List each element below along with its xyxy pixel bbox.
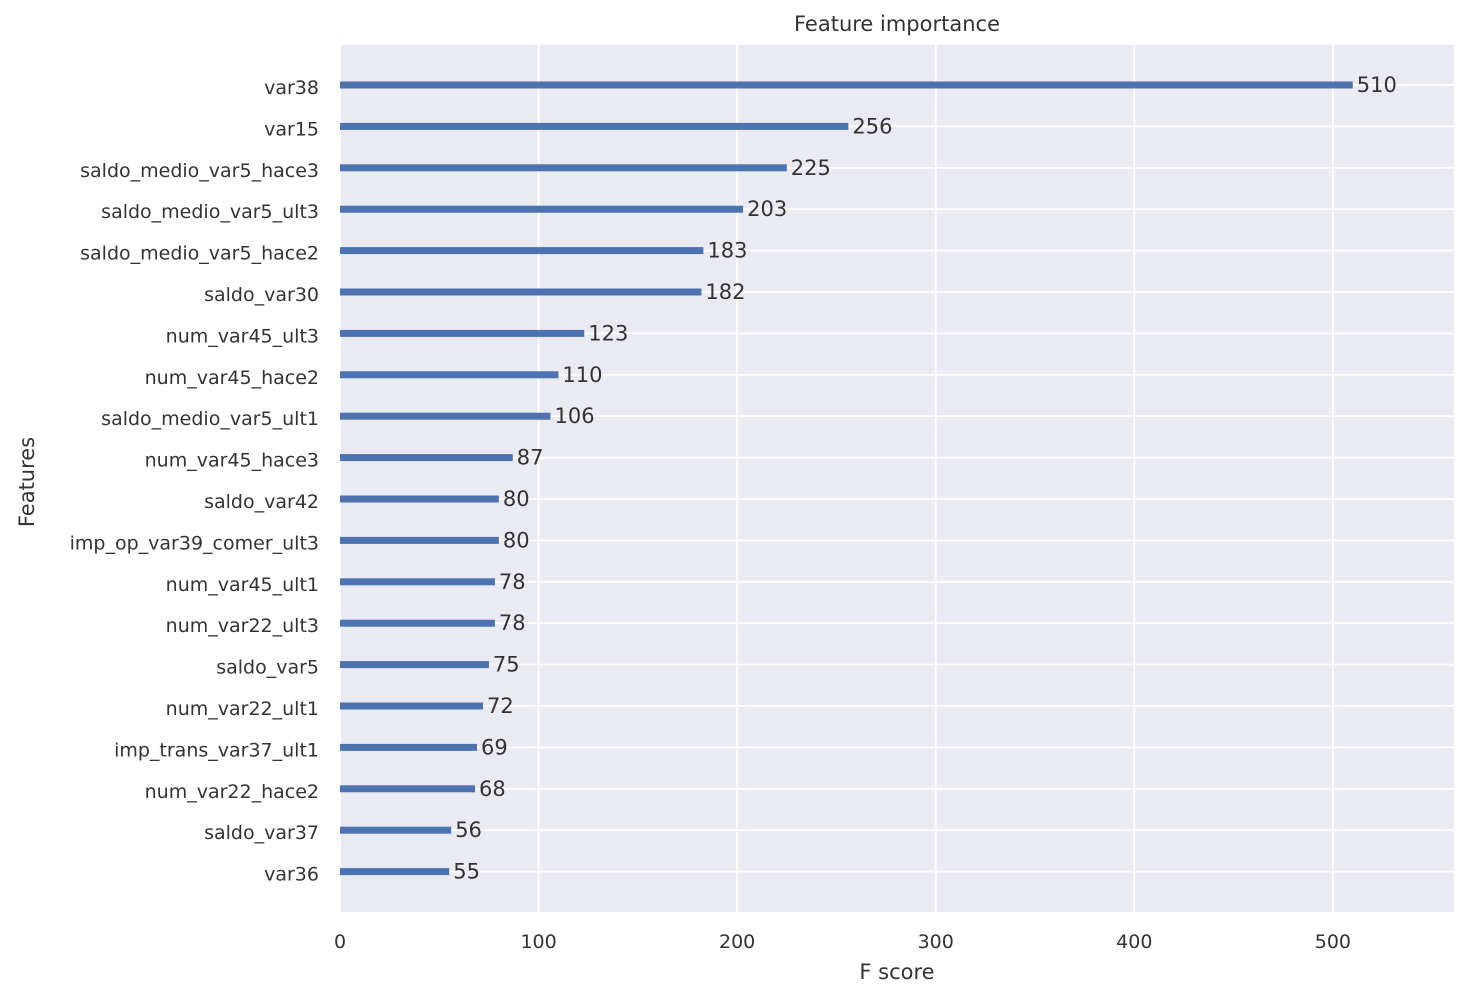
y-tick-label: saldo_medio_var5_hace3 bbox=[80, 160, 319, 182]
y-tick-label: var15 bbox=[264, 118, 319, 140]
plot-background bbox=[340, 45, 1454, 912]
y-tick-label: saldo_var37 bbox=[204, 822, 319, 844]
bar-value-label: 225 bbox=[791, 156, 831, 180]
x-axis-label: F score bbox=[859, 960, 934, 984]
y-tick-label: saldo_medio_var5_hace2 bbox=[80, 243, 319, 265]
bar-value-label: 78 bbox=[499, 570, 526, 594]
x-tick-label: 0 bbox=[334, 931, 346, 953]
bar bbox=[340, 619, 495, 627]
bar-value-label: 80 bbox=[503, 528, 530, 552]
bar-value-label: 183 bbox=[707, 239, 747, 263]
bar-value-label: 110 bbox=[562, 363, 602, 387]
y-tick-label: num_var45_ult1 bbox=[166, 574, 319, 596]
bar-value-label: 69 bbox=[481, 735, 508, 759]
bar bbox=[340, 868, 450, 876]
x-tick-label: 200 bbox=[719, 931, 755, 953]
chart-title: Feature importance bbox=[794, 12, 1000, 36]
bar-value-label: 68 bbox=[479, 777, 506, 801]
bar bbox=[340, 412, 551, 420]
bar-value-label: 78 bbox=[499, 611, 526, 635]
bar-value-label: 56 bbox=[455, 818, 482, 842]
bar bbox=[340, 329, 585, 337]
bar bbox=[340, 288, 702, 296]
y-tick-label: num_var22_ult1 bbox=[166, 698, 319, 720]
bar bbox=[340, 81, 1353, 89]
y-tick-label: saldo_var42 bbox=[204, 491, 319, 513]
y-axis-label: Features bbox=[15, 437, 39, 527]
y-tick-label: imp_op_var39_comer_ult3 bbox=[70, 532, 319, 554]
y-tick-label: num_var22_hace2 bbox=[145, 781, 319, 803]
y-tick-label: num_var45_hace3 bbox=[145, 450, 319, 472]
x-tick-label: 300 bbox=[918, 931, 954, 953]
bar-value-label: 87 bbox=[517, 446, 544, 470]
bar bbox=[340, 661, 489, 669]
bar-value-label: 80 bbox=[503, 487, 530, 511]
bar bbox=[340, 578, 495, 586]
bar bbox=[340, 454, 513, 462]
x-tick-labels: 0 100 200 300 400 500 bbox=[334, 931, 1351, 953]
y-tick-label: num_var45_ult3 bbox=[166, 325, 319, 347]
bar bbox=[340, 785, 476, 793]
bars bbox=[340, 81, 1353, 876]
y-tick-label: saldo_medio_var5_ult1 bbox=[101, 408, 319, 430]
bar bbox=[340, 205, 744, 213]
bar-value-label: 75 bbox=[493, 653, 520, 677]
y-tick-label: saldo_var5 bbox=[216, 657, 319, 679]
y-tick-label: var36 bbox=[264, 864, 319, 886]
y-tick-labels: var38 var15 saldo_medio_var5_hace3 saldo_me… bbox=[70, 77, 319, 886]
bar bbox=[340, 826, 452, 834]
y-tick-label: saldo_medio_var5_ult3 bbox=[101, 201, 319, 223]
bar bbox=[340, 743, 478, 751]
bar-value-label: 55 bbox=[453, 860, 480, 884]
bar bbox=[340, 495, 499, 503]
bar bbox=[340, 122, 849, 130]
bar bbox=[340, 164, 787, 172]
y-tick-label: saldo_var30 bbox=[204, 284, 319, 306]
bar-value-label: 123 bbox=[588, 321, 628, 345]
bar-value-label: 510 bbox=[1357, 73, 1397, 97]
bar bbox=[340, 702, 483, 710]
bar-value-label: 182 bbox=[705, 280, 745, 304]
x-tick-label: 100 bbox=[520, 931, 556, 953]
bar bbox=[340, 536, 499, 544]
y-tick-label: num_var45_hace2 bbox=[145, 367, 319, 389]
bar bbox=[340, 247, 704, 255]
bar-value-label: 72 bbox=[487, 694, 514, 718]
y-tick-label: var38 bbox=[264, 77, 319, 99]
bar-value-label: 203 bbox=[747, 197, 787, 221]
y-tick-label: imp_trans_var37_ult1 bbox=[114, 739, 319, 761]
y-tick-label: num_var22_ult3 bbox=[166, 615, 319, 637]
bar-value-label: 106 bbox=[554, 404, 594, 428]
bar-value-label: 256 bbox=[852, 114, 892, 138]
x-tick-label: 500 bbox=[1315, 931, 1351, 953]
bar bbox=[340, 371, 559, 379]
x-tick-label: 400 bbox=[1116, 931, 1152, 953]
